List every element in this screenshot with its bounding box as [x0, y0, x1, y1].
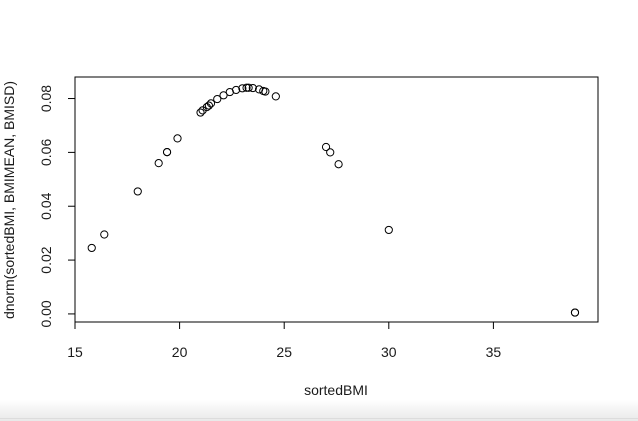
- data-point: [242, 83, 251, 92]
- plot-frame: [74, 76, 599, 323]
- data-point: [231, 85, 241, 95]
- data-point: [173, 134, 182, 143]
- y-tick-label: 0.06: [38, 139, 54, 166]
- data-point: [321, 142, 331, 152]
- data-point: [219, 91, 228, 100]
- data-point: [271, 92, 280, 101]
- data-points: [87, 83, 580, 317]
- data-point: [244, 83, 253, 92]
- data-point: [326, 148, 335, 157]
- data-point: [261, 87, 270, 96]
- data-point: [570, 308, 580, 317]
- x-tick-label: 20: [172, 344, 188, 360]
- y-tick-label: 0.08: [38, 85, 54, 112]
- data-point: [196, 108, 205, 117]
- x-tick-label: 25: [276, 344, 292, 360]
- data-point: [87, 243, 96, 253]
- x-tick-label: 30: [381, 344, 397, 360]
- chart-svg: 15 20 25 30 35 0.00 0.02 0.04 0.06 0.08 sortedBM…: [1, 76, 599, 398]
- data-point: [334, 160, 343, 169]
- scatter-plot: 15 20 25 30 35 0.00 0.02 0.04 0.06 0.08 sortedBM…: [1, 76, 599, 398]
- data-point: [204, 101, 213, 110]
- data-point: [238, 84, 247, 93]
- x-tick-label: 35: [486, 344, 502, 360]
- y-tick-label: 0.04: [38, 192, 54, 219]
- y-axis: 0.00 0.02 0.04 0.06 0.08: [38, 85, 76, 328]
- data-point: [154, 159, 163, 168]
- window-bottom-edge: [0, 400, 638, 421]
- x-axis-label: sortedBMI: [304, 382, 368, 398]
- y-tick-label: 0.02: [38, 246, 54, 273]
- data-point: [384, 225, 393, 235]
- data-point: [133, 187, 142, 196]
- x-axis: 15 20 25 30 35: [67, 321, 502, 360]
- data-point: [248, 83, 257, 93]
- x-tick-label: 15: [67, 344, 83, 360]
- data-point: [100, 230, 109, 239]
- y-axis-label: dnorm(sortedBMI, BMIMEAN, BMISD): [1, 81, 17, 319]
- data-point: [213, 94, 222, 104]
- data-point: [162, 148, 172, 157]
- data-point: [206, 99, 216, 108]
- y-tick-label: 0.00: [38, 300, 54, 327]
